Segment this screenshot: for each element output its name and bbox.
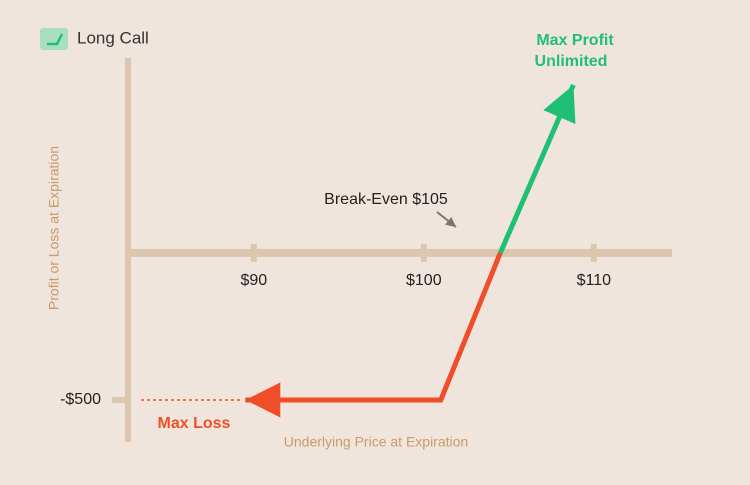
x-tick-label: $100 <box>406 272 442 289</box>
y-tick-label: -$500 <box>60 391 101 408</box>
payoff-line <box>498 84 576 254</box>
legend-swatch <box>40 28 68 50</box>
x-tick <box>250 243 257 262</box>
annotation: Max Profit <box>536 32 614 49</box>
y-tick <box>112 396 128 403</box>
annotation: Unlimited <box>535 53 608 70</box>
x-axis <box>128 248 672 257</box>
legend-label: Long Call <box>77 28 149 47</box>
annotation-arrow <box>436 211 457 228</box>
x-tick-label: $110 <box>577 272 612 289</box>
legend-icon <box>47 33 64 46</box>
x-tick <box>590 243 597 262</box>
annotation: Max Loss <box>158 415 231 432</box>
annotation: Break-Even $105 <box>324 191 448 208</box>
payoff-line <box>245 252 503 418</box>
x-axis-label: Underlying Price at Expiration <box>284 434 468 450</box>
x-tick-label: $90 <box>240 272 267 289</box>
x-tick <box>420 243 427 262</box>
y-axis-label: Profit or Loss at Expiration <box>46 146 62 310</box>
